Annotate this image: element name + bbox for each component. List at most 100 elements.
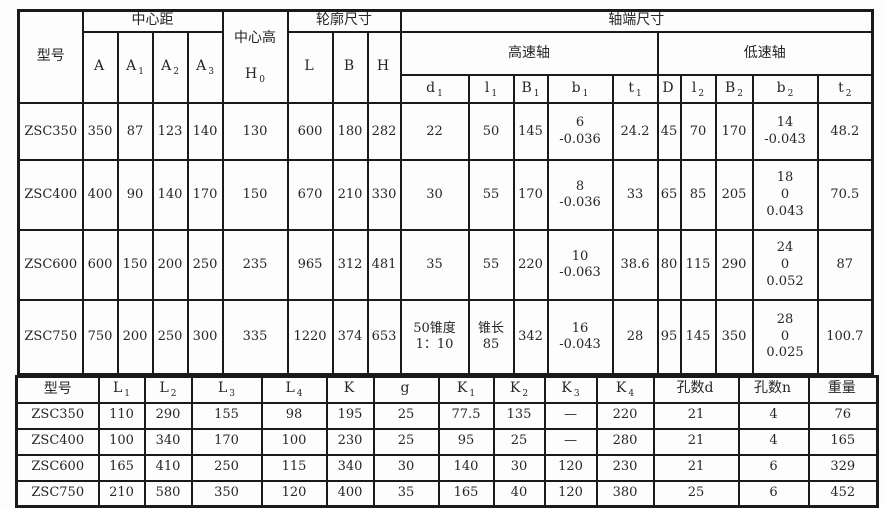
data-cell: 329 [807, 453, 879, 482]
data-cell: 965 [286, 229, 334, 302]
data-cell: 600 [81, 229, 119, 302]
data-cell: 220 [512, 229, 549, 302]
data-cell: 205 [714, 159, 754, 232]
data-cell: 4 [737, 401, 810, 430]
data-cell: 230 [595, 453, 655, 482]
table-row: ZSC600 165 410 250 115 340 30 140 30 120… [15, 453, 879, 482]
data-cell: 30 [372, 453, 440, 482]
data-cell: 155 [190, 401, 263, 430]
data-cell: 35 [399, 229, 470, 302]
data-cell: 22 [399, 102, 470, 162]
data-cell: 24.2 [611, 102, 659, 162]
model-cell: ZSC400 [15, 427, 100, 456]
data-cell: 24 0 0.052 [751, 229, 819, 302]
data-cell: 580 [143, 479, 193, 508]
data-cell: 145 [679, 299, 717, 376]
data-cell: 21 [652, 427, 740, 456]
data-cell: 350 [714, 299, 754, 376]
header-low-speed-shaft: 低速轴 [656, 30, 874, 77]
table-row: ZSC350 350 87 123 140 130 600 180 282 22… [17, 102, 874, 162]
data-cell: 8 -0.036 [546, 159, 614, 232]
data-cell: 170 [714, 102, 754, 162]
table-row: ZSC400 100 340 170 100 230 25 95 25 — 28… [15, 427, 879, 456]
header-model: 型号 [15, 375, 100, 404]
data-cell: 28 0 0.025 [751, 299, 819, 376]
data-cell: 70 [679, 102, 717, 162]
table-row: ZSC400 400 90 140 170 150 670 210 330 30… [17, 159, 874, 232]
data-cell: 38.6 [611, 229, 659, 302]
data-cell: 200 [116, 299, 154, 376]
data-cell: 21 [652, 401, 740, 430]
data-cell: 350 [190, 479, 263, 508]
data-cell: 282 [366, 102, 402, 162]
data-cell: 670 [286, 159, 334, 232]
data-cell: 120 [543, 479, 598, 508]
data-cell: 120 [260, 479, 328, 508]
header-shaft-end-size: 轴端尺寸 [399, 9, 874, 33]
header-col-L: L [286, 30, 334, 105]
data-cell: 30 [492, 453, 546, 482]
model-cell: ZSC600 [15, 453, 100, 482]
header-high-speed-shaft: 高速轴 [399, 30, 659, 77]
data-cell: 锥长 85 [467, 299, 515, 376]
data-cell: 25 [652, 479, 740, 508]
data-cell: 30 [399, 159, 470, 232]
data-cell: 180 [331, 102, 369, 162]
data-cell: 48.2 [816, 102, 874, 162]
data-cell: 165 [807, 427, 879, 456]
data-cell: 110 [97, 401, 146, 430]
data-cell: 330 [366, 159, 402, 232]
data-cell: 250 [151, 299, 189, 376]
data-cell: 55 [467, 229, 515, 302]
data-cell: 77.5 [437, 401, 495, 430]
header-col-g: g [372, 375, 440, 404]
header-col-D: D [656, 74, 682, 105]
data-cell: 28 [611, 299, 659, 376]
header-col-holes-d: 孔数d [652, 375, 740, 404]
header-center-distance: 中心距 [81, 9, 224, 33]
data-cell: 25 [372, 401, 440, 430]
data-cell: 170 [186, 159, 224, 232]
data-cell: 25 [372, 427, 440, 456]
data-cell: 95 [656, 299, 682, 376]
data-cell: 80 [656, 229, 682, 302]
data-cell: 312 [331, 229, 369, 302]
data-cell: 76 [807, 401, 879, 430]
table-row: ZSC350 110 290 155 98 195 25 77.5 135 — … [15, 401, 879, 430]
data-cell: 10 -0.063 [546, 229, 614, 302]
data-cell: 87 [116, 102, 154, 162]
data-cell: 123 [151, 102, 189, 162]
data-cell: 230 [325, 427, 375, 456]
data-cell: 100 [97, 427, 146, 456]
data-cell: 145 [512, 102, 549, 162]
data-cell: 115 [679, 229, 717, 302]
data-cell: 380 [595, 479, 655, 508]
data-cell: 45 [656, 102, 682, 162]
data-cell: 290 [143, 401, 193, 430]
data-cell: 200 [151, 229, 189, 302]
data-cell: 170 [190, 427, 263, 456]
data-cell: 14 -0.043 [751, 102, 819, 162]
data-cell: 220 [595, 401, 655, 430]
data-cell: 600 [286, 102, 334, 162]
data-cell: 342 [512, 299, 549, 376]
data-cell: 50 [467, 102, 515, 162]
header-col-A: A [81, 30, 119, 105]
